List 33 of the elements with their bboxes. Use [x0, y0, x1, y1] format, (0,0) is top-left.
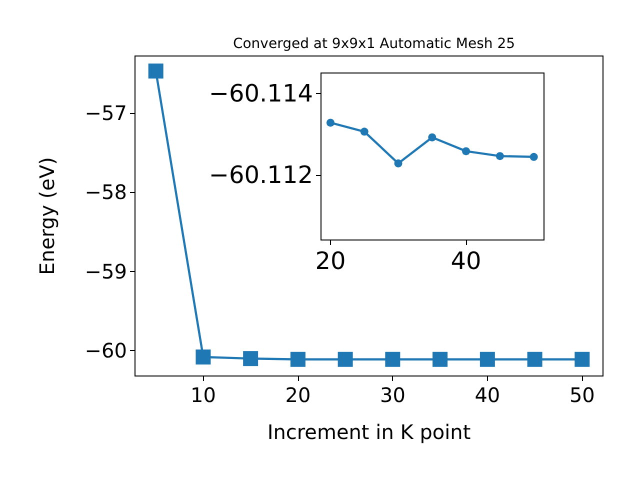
- chart-title: Converged at 9x9x1 Automatic Mesh 25: [232, 36, 516, 52]
- y-tick-label: −58: [84, 180, 127, 204]
- x-tick-label: 40: [474, 383, 500, 407]
- y-tick-label: −60.112: [208, 160, 313, 189]
- y-tick-label: −60: [84, 338, 127, 363]
- point: [574, 352, 590, 367]
- point: [360, 128, 368, 136]
- point: [530, 152, 538, 161]
- point: [462, 147, 470, 156]
- y-tick-label: −60.114: [208, 79, 313, 108]
- point: [326, 118, 334, 127]
- point: [196, 349, 211, 364]
- point: [432, 352, 448, 367]
- point: [496, 152, 504, 160]
- point: [385, 352, 400, 367]
- x-tick-label: 20: [285, 383, 311, 407]
- point: [527, 352, 542, 367]
- x-tick-label: 30: [380, 383, 406, 407]
- point: [480, 352, 495, 367]
- y-tick-label: −59: [84, 259, 127, 284]
- x-tick-label: 50: [569, 383, 595, 407]
- point: [338, 352, 353, 367]
- x-tick-label: 10: [190, 383, 216, 407]
- point: [148, 64, 164, 79]
- x-axis-title: Increment in K point: [267, 420, 471, 444]
- y-tick-label: −57: [84, 101, 127, 126]
- point: [290, 352, 306, 367]
- point: [243, 351, 258, 366]
- x-tick-label: 40: [450, 247, 482, 275]
- point: [428, 133, 436, 142]
- x-tick-label: 20: [315, 247, 346, 275]
- y-axis-title: Energy (eV): [35, 157, 59, 275]
- point: [394, 159, 402, 168]
